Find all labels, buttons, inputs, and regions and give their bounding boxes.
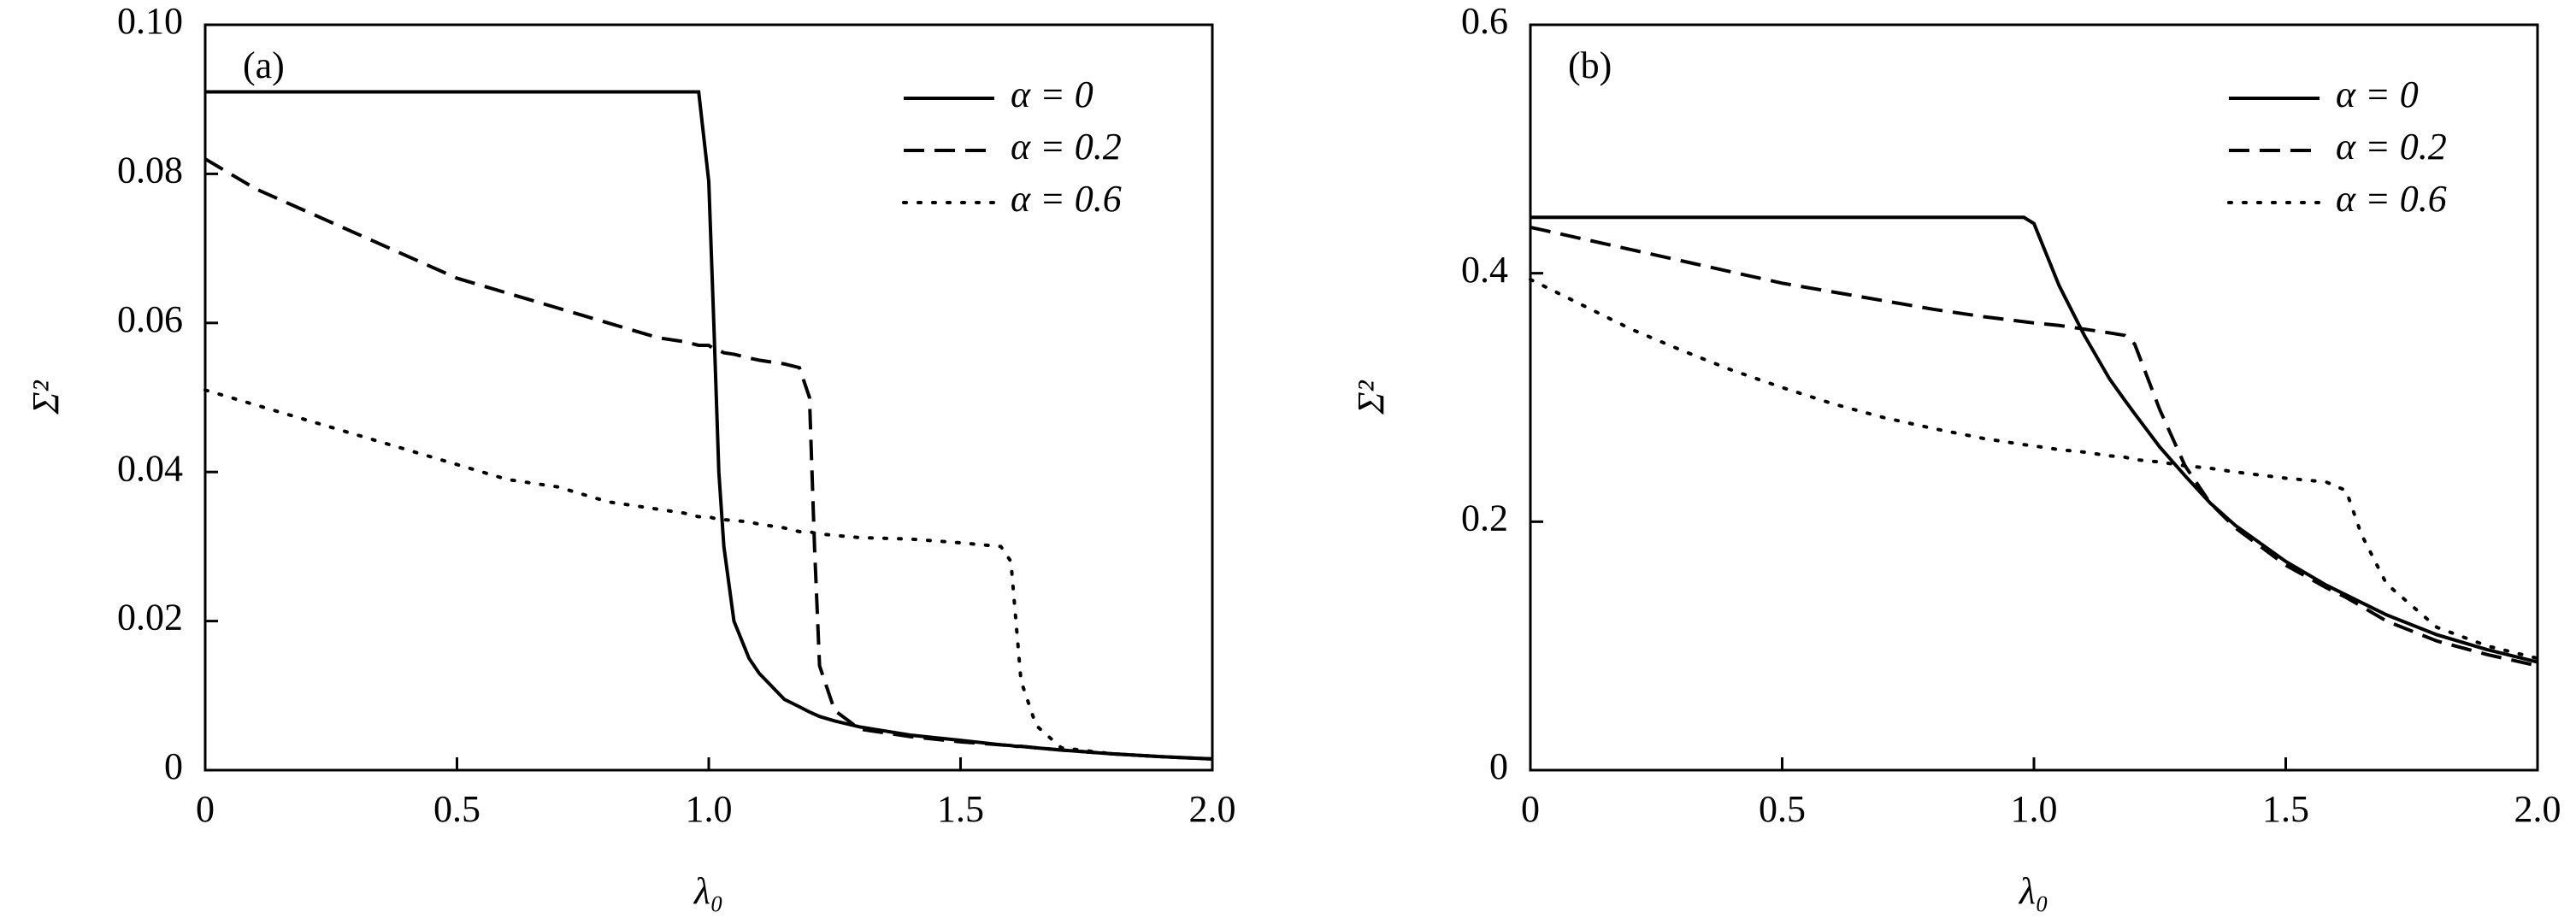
x-tick-label: 0.5 bbox=[1759, 788, 1806, 830]
y-tick-label: 0.06 bbox=[117, 298, 183, 340]
y-tick-label: 0.10 bbox=[117, 0, 183, 42]
x-tick-label: 0 bbox=[1521, 788, 1540, 830]
x-axis-label: λ₀ bbox=[693, 870, 723, 912]
y-axis-label: Σ² bbox=[25, 380, 67, 415]
x-tick-label: 0 bbox=[196, 788, 215, 830]
y-tick-label: 0.08 bbox=[117, 149, 183, 191]
panel: 0 0.2 0.4 0.6 0 0.5 1.0 1.5 2.0 λ₀ Σ² (b) α = 0 α = 0… bbox=[1350, 0, 2561, 912]
legend-label: α = 0.6 bbox=[1011, 178, 1122, 220]
panel: 0 0.02 0.04 0.06 0.08 0.10 0 0.5 1.0 1.5 2.0 λ₀ Σ² (a… bbox=[25, 0, 1235, 912]
panel-label: (a) bbox=[243, 44, 285, 86]
y-tick-label: 0 bbox=[164, 745, 183, 787]
x-tick-label: 2.0 bbox=[2514, 788, 2561, 830]
y-tick-label: 0 bbox=[1489, 745, 1508, 787]
legend-label: α = 0 bbox=[1011, 74, 1093, 115]
x-tick-label: 1.5 bbox=[2262, 788, 2309, 830]
data-line bbox=[1530, 215, 2538, 664]
data-line bbox=[1529, 277, 2539, 661]
legend-label: α = 0.2 bbox=[2336, 126, 2447, 168]
y-axis-label: Σ² bbox=[1350, 380, 1392, 415]
data-line bbox=[203, 157, 1213, 761]
legend-label: α = 0.6 bbox=[2336, 178, 2447, 220]
x-tick-label: 1.0 bbox=[2011, 788, 2058, 830]
x-tick-label: 1.5 bbox=[937, 788, 984, 830]
y-tick-label: 0.2 bbox=[1461, 497, 1508, 539]
x-tick-label: 1.0 bbox=[686, 788, 733, 830]
y-tick-label: 0.4 bbox=[1461, 249, 1508, 291]
data-line bbox=[203, 388, 1214, 761]
panel-label: (b) bbox=[1568, 44, 1612, 86]
legend-label: α = 0.2 bbox=[1011, 126, 1122, 168]
legend-label: α = 0 bbox=[2336, 74, 2419, 115]
x-tick-label: 2.0 bbox=[1189, 788, 1236, 830]
y-tick-label: 0.02 bbox=[117, 597, 183, 639]
data-line bbox=[1530, 225, 2538, 668]
x-tick-label: 0.5 bbox=[433, 788, 480, 830]
y-tick-label: 0.6 bbox=[1461, 0, 1508, 42]
x-axis-label: λ₀ bbox=[2018, 870, 2048, 912]
y-tick-label: 0.04 bbox=[117, 447, 183, 489]
